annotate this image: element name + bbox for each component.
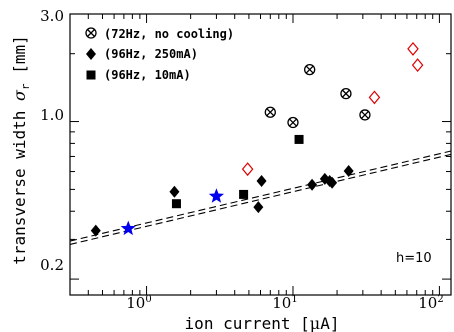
y-axis-label: transverse width σr [mm] — [10, 35, 32, 264]
data-point-diamond — [253, 201, 264, 214]
annotation-h: h=10 — [396, 251, 432, 266]
data-point-circle-x — [340, 87, 352, 100]
y-tick-label: 1.0 — [40, 106, 64, 124]
x-axis-label: ion current [μA] — [185, 314, 340, 332]
data-markers — [90, 41, 424, 237]
legend-label: (96Hz, 10mA) — [104, 68, 191, 82]
data-point-diamond — [256, 174, 267, 187]
x-tick-label: 102 — [418, 294, 443, 312]
legend-label: (96Hz, 250mA) — [104, 47, 198, 61]
data-point-square — [294, 134, 304, 144]
legend-marker-circle-x — [85, 27, 97, 39]
legend-marker-diamond — [86, 48, 96, 60]
y-tick-label: 0.2 — [40, 256, 64, 274]
data-point-diamond — [307, 178, 318, 191]
data-point-star — [120, 220, 136, 236]
data-point-open-diamond — [411, 58, 424, 73]
y-tick-label: 3.0 — [40, 7, 64, 25]
axis-ticks — [69, 13, 451, 295]
x-tick-label: 100 — [126, 294, 151, 312]
data-point-square — [239, 189, 249, 199]
data-point-open-diamond — [368, 90, 381, 105]
data-point-circle-x — [287, 116, 299, 129]
data-point-diamond — [343, 165, 354, 178]
data-point-open-diamond — [407, 41, 419, 56]
data-point-circle-x — [359, 109, 371, 121]
data-point-diamond — [327, 176, 338, 189]
data-point-diamond — [169, 185, 180, 198]
data-point-open-diamond — [241, 162, 254, 177]
legend-label: (72Hz, no cooling) — [104, 27, 234, 41]
data-point-star — [208, 188, 225, 203]
x-tick-label: 101 — [272, 294, 297, 312]
legend-marker-square — [86, 70, 96, 80]
data-point-square — [171, 199, 181, 209]
legend: (72Hz, no cooling) (96Hz, 250mA) (96Hz, … — [85, 27, 234, 82]
data-point-circle-x — [264, 106, 276, 118]
data-point-circle-x — [304, 63, 316, 76]
data-point-diamond — [90, 224, 101, 237]
